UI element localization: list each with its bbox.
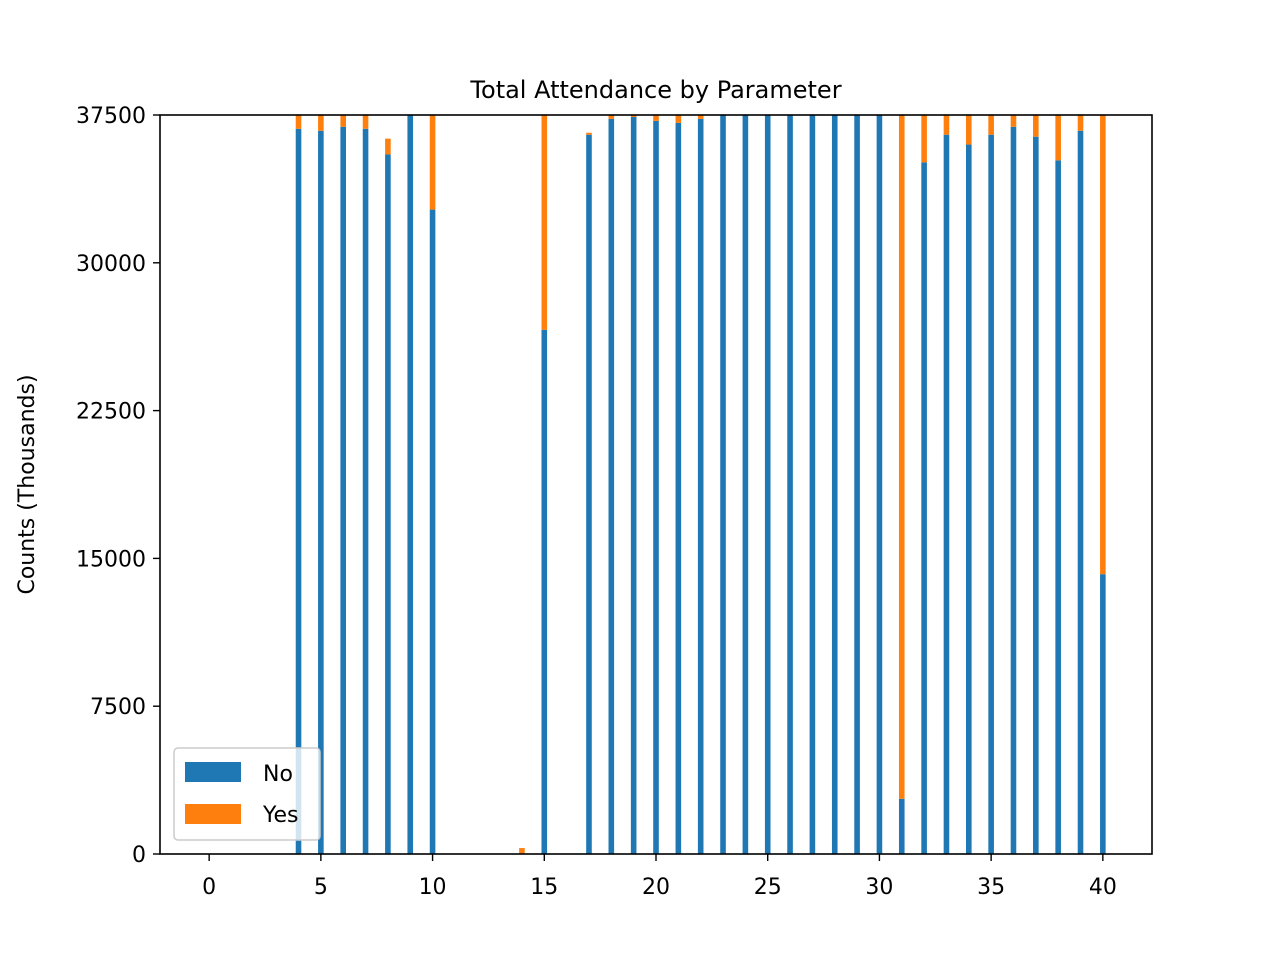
bar-no-20	[653, 120, 659, 854]
bar-yes-18	[608, 115, 615, 119]
bar-no-4	[295, 128, 302, 854]
bar-no-8	[385, 154, 391, 854]
legend-label-yes: Yes	[262, 803, 299, 828]
bar-yes-8	[385, 138, 391, 155]
y-tick-label-22500: 22500	[76, 400, 146, 425]
x-tick-label-15: 15	[530, 875, 558, 900]
bar-yes-38	[1055, 115, 1061, 161]
x-axis-ticks: 0 5 10 15 20 25 30 35 40	[202, 854, 1117, 900]
x-tick-label-35: 35	[977, 875, 1005, 900]
bar-no-37	[1033, 136, 1039, 854]
bar-no-9	[407, 115, 414, 854]
y-axis-label: Counts (Thousands)	[15, 374, 40, 594]
bar-yes-5	[318, 115, 324, 131]
y-tick-label-15000: 15000	[76, 547, 146, 572]
legend-swatch-yes	[185, 804, 241, 824]
x-tick-label-5: 5	[314, 875, 328, 900]
bar-yes-21	[675, 115, 682, 123]
bar-yes-10	[429, 115, 436, 210]
legend-label-no: No	[263, 762, 293, 787]
bar-no-5	[318, 130, 324, 854]
bar-no-19	[630, 116, 637, 854]
bar-yes-19	[630, 115, 637, 117]
bar-yes-6	[340, 115, 346, 127]
bar-no-40	[1100, 574, 1106, 854]
bar-no-31	[898, 798, 905, 854]
bar-yes-33	[943, 115, 950, 135]
y-tick-label-30000: 30000	[76, 252, 146, 277]
bar-no-28	[831, 115, 838, 854]
bar-no-35	[988, 134, 994, 854]
bar-yes-31	[898, 115, 905, 799]
y-axis-ticks: 0 7500 15000 22500 30000 37500	[76, 104, 160, 868]
x-tick-label-25: 25	[754, 875, 782, 900]
bar-yes-22	[697, 115, 704, 119]
bars-layer	[295, 115, 1106, 854]
x-tick-label-30: 30	[865, 875, 893, 900]
bar-no-6	[340, 126, 346, 854]
bar-yes-37	[1033, 115, 1039, 137]
bar-yes-14	[519, 848, 525, 854]
bar-no-34	[966, 144, 972, 854]
bar-no-27	[809, 115, 816, 854]
y-tick-label-7500: 7500	[90, 695, 146, 720]
x-tick-label-40: 40	[1089, 875, 1117, 900]
legend-swatch-no	[185, 762, 241, 782]
bar-yes-40	[1100, 115, 1106, 575]
bar-yes-17	[586, 132, 592, 135]
y-tick-label-0: 0	[132, 843, 146, 868]
x-tick-label-0: 0	[202, 875, 216, 900]
bar-yes-34	[966, 115, 972, 145]
bar-no-38	[1055, 160, 1061, 854]
bar-yes-32	[921, 115, 927, 163]
bar-no-24	[742, 115, 749, 854]
bar-yes-20	[653, 115, 659, 121]
bar-no-21	[675, 122, 682, 854]
bar-yes-15	[541, 115, 548, 330]
bar-no-26	[787, 115, 793, 854]
bar-no-15	[541, 329, 548, 854]
bar-yes-39	[1077, 115, 1084, 131]
bar-no-17	[586, 134, 592, 854]
legend: No Yes	[173, 747, 321, 841]
bar-yes-4	[295, 115, 302, 129]
bar-no-18	[608, 118, 615, 854]
x-tick-label-10: 10	[419, 875, 447, 900]
bar-no-33	[943, 134, 950, 854]
bar-no-25	[764, 115, 771, 854]
bar-no-39	[1077, 130, 1084, 854]
plot-frame	[159, 114, 1153, 855]
bar-no-32	[921, 162, 927, 854]
bar-yes-36	[1010, 115, 1017, 127]
y-tick-label-37500: 37500	[76, 104, 146, 129]
bar-no-7	[362, 128, 369, 854]
bar-no-23	[720, 115, 726, 854]
bar-no-10	[429, 209, 436, 854]
bar-no-22	[697, 118, 704, 854]
chart-title: Total Attendance by Parameter	[469, 76, 841, 104]
bar-yes-7	[362, 115, 369, 129]
bar-no-30	[876, 115, 883, 854]
x-tick-label-20: 20	[642, 875, 670, 900]
bar-yes-35	[988, 115, 994, 135]
bar-no-29	[854, 115, 860, 854]
bar-no-36	[1010, 126, 1017, 854]
